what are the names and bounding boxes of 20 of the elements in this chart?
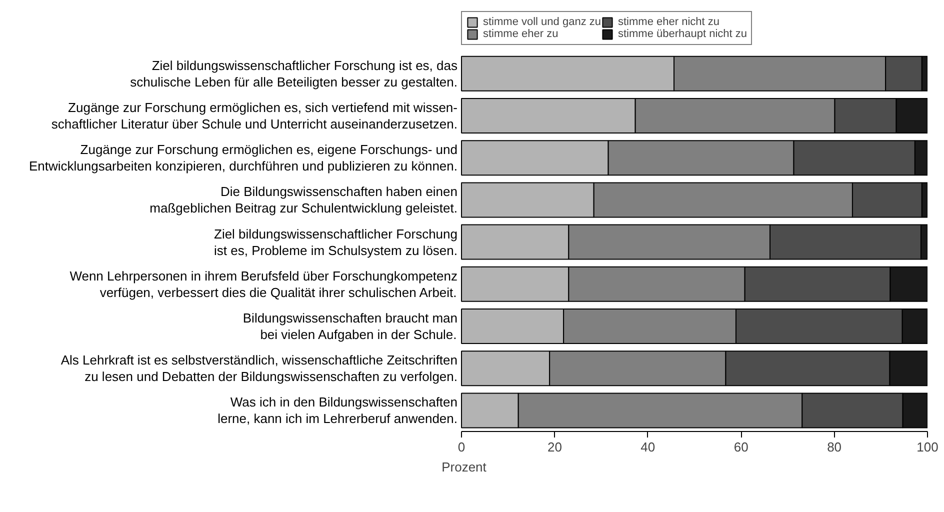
x-tick-label: 60 <box>734 440 748 454</box>
y-tick-label: Zugänge zur Forschung ermöglichen es, sich vertiefend mit wissen- schaftlicher Literatur über Schule und Unterricht auseinanderzusetzen. <box>51 100 458 132</box>
y-tick-label: Was ich in den Bildungswissenschaften lerne, kann ich im Lehrerberuf anwenden. <box>218 394 458 426</box>
x-tick-label: 80 <box>827 440 842 454</box>
legend-label: stimme eher nicht zu <box>618 16 720 28</box>
y-tick-label: Als Lehrkraft ist es selbstverständlich, wissenschaftliche Zeitschriften zu lesen und Debatten der Bildungswissenschaften zu verfolgen. <box>60 352 458 384</box>
legend-label: stimme überhaupt nicht zu <box>618 28 748 40</box>
y-tick-label: Ziel bildungswissenschaftlicher Forschung ist es, das schulische Leben für alle Beteiligten besser zu gestalten. <box>130 58 458 90</box>
x-tick-label: 40 <box>640 440 656 454</box>
y-tick-label: Wenn Lehrpersonen in ihrem Berufsfeld über Forschungkompetenz verfügen, verbessert dies die Qualität ihrer schulischen Arbeit. <box>70 268 458 300</box>
legend-label: stimme eher zu <box>483 28 558 40</box>
x-tick-label: 20 <box>547 440 562 454</box>
x-axis-title: Prozent <box>442 460 487 474</box>
y-tick-label: Ziel bildungswissenschaftlicher Forschung ist es, Probleme im Schulsystem zu lösen. <box>214 226 458 258</box>
legend-label: stimme voll und ganz zu <box>483 16 601 28</box>
x-tick-label: 100 <box>916 440 938 454</box>
y-tick-label: Die Bildungswissenschaften haben einen maßgeblichen Beitrag zur Schulentwicklung geleistet. <box>150 184 458 216</box>
y-tick-label: Bildungswissenschaften braucht man bei vielen Aufgaben in der Schule. <box>242 310 458 342</box>
x-tick-label: 0 <box>458 440 466 454</box>
y-tick-label: Zugänge zur Forschung ermöglichen es, eigene Forschungs- und Entwicklungsarbeiten konzipieren, durchführen und publizieren zu können. <box>28 142 458 174</box>
